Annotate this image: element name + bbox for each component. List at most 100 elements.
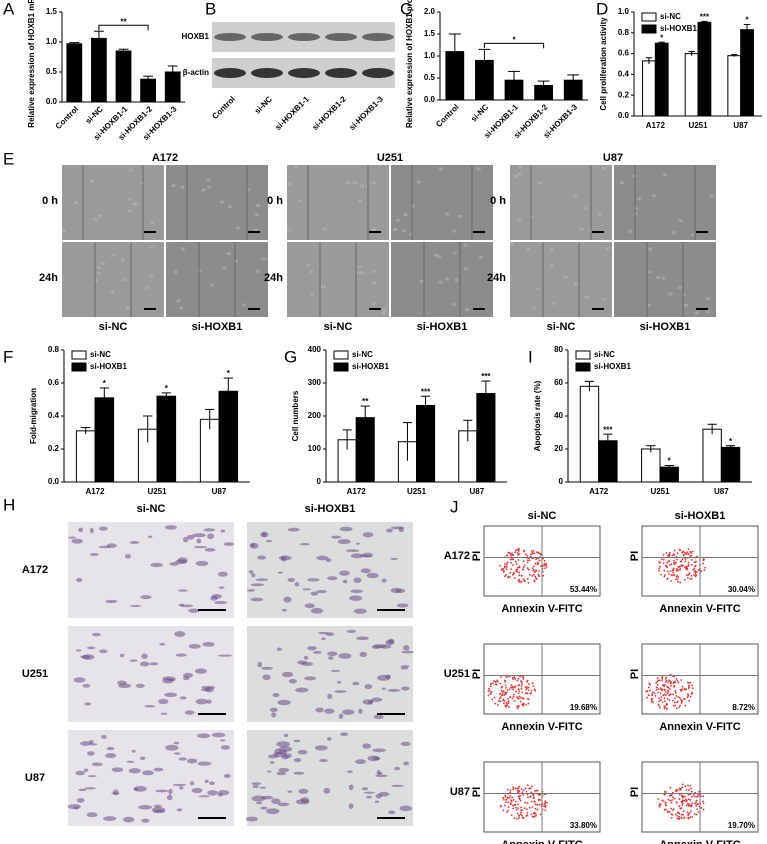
texture [254, 213, 259, 217]
event-dot [533, 800, 536, 803]
event-dot [544, 806, 547, 808]
stained-cell [339, 526, 353, 532]
x-tick-label: A172 [589, 487, 609, 496]
event-dot [688, 684, 690, 687]
event-dot [517, 791, 519, 794]
texture [97, 266, 102, 270]
event-dot [680, 564, 683, 566]
y-axis-label: PI [629, 551, 641, 561]
x-axis-label: Annexin V-FITC [501, 721, 582, 733]
stained-cell [99, 649, 108, 654]
event-dot [687, 552, 690, 555]
blot-band [251, 68, 283, 78]
event-dot [676, 814, 679, 817]
blot-band [288, 68, 320, 78]
stained-cell [68, 536, 77, 539]
blot-row-label: HOXB1 [181, 32, 209, 41]
stained-cell [307, 578, 320, 582]
texture [458, 214, 463, 218]
event-dot [675, 695, 678, 697]
x-axis-label: Annexin V-FITC [659, 839, 740, 844]
event-dot [516, 808, 518, 811]
event-dot [656, 677, 659, 679]
texture [353, 181, 358, 185]
texture [93, 217, 98, 221]
error-bar [478, 48, 491, 72]
event-dot [505, 554, 508, 557]
event-dot [509, 803, 512, 806]
event-dot [529, 553, 532, 556]
y-axis-label: PI [629, 669, 641, 679]
stained-cell [262, 674, 271, 681]
event-dot [503, 566, 506, 569]
event-dot [510, 684, 513, 686]
texture [127, 197, 132, 201]
event-dot [499, 692, 502, 695]
texture [705, 310, 710, 314]
texture [409, 232, 414, 236]
event-dot [518, 790, 521, 793]
event-dot [674, 697, 677, 700]
stained-cell [293, 771, 305, 775]
stained-cell [281, 755, 289, 760]
event-dot [534, 807, 537, 810]
event-dot [528, 559, 531, 562]
event-dot [524, 580, 526, 583]
y-axis-label: Cell proliferation activity [599, 17, 608, 111]
stained-cell [293, 739, 301, 743]
error-bar [118, 48, 129, 53]
panel-letter: J [450, 497, 459, 516]
y-tick-label: 20 [554, 444, 563, 453]
event-dot [528, 683, 530, 685]
event-dot [510, 558, 513, 560]
event-dot [689, 681, 692, 684]
stained-cell [248, 569, 254, 574]
event-dot [528, 574, 531, 576]
stained-cell [277, 571, 283, 574]
stained-cell [367, 755, 380, 762]
event-dot [507, 575, 510, 578]
texture [444, 277, 449, 281]
event-dot [670, 807, 673, 810]
event-dot [511, 573, 514, 576]
stained-cell [362, 552, 373, 558]
stained-cell [138, 804, 152, 810]
stained-cell [165, 744, 179, 751]
texture [371, 228, 376, 232]
stained-cell [295, 687, 309, 693]
texture [310, 292, 315, 296]
event-dot [505, 704, 508, 707]
event-dot [687, 813, 690, 816]
stained-cell [297, 660, 307, 665]
texture [536, 287, 541, 291]
stained-cell [92, 632, 101, 637]
stained-cell [75, 770, 86, 776]
stained-cell [255, 578, 269, 581]
event-dot [522, 678, 525, 680]
stained-cell [360, 568, 372, 574]
event-dot [664, 694, 667, 696]
stained-cell [353, 608, 367, 614]
legend-label: si-NC [352, 350, 373, 359]
texture [517, 172, 522, 176]
event-dot [681, 558, 684, 561]
stained-cell [87, 751, 95, 756]
error-bar [93, 30, 104, 46]
stained-cell [197, 761, 212, 766]
stained-cell [330, 669, 341, 672]
event-dot [503, 694, 506, 696]
event-dot [517, 795, 520, 798]
event-dot [673, 559, 675, 562]
event-dot [669, 685, 672, 687]
error-bar [567, 74, 580, 86]
y-tick-label: 1.0 [618, 7, 630, 16]
texture [438, 167, 443, 171]
stained-cell [204, 779, 209, 784]
texture [637, 196, 642, 200]
event-dot [529, 795, 532, 798]
texture [652, 194, 657, 198]
event-dot [538, 575, 540, 578]
cell-line-label: A172 [22, 564, 48, 576]
legend-label: si-HOXB1 [660, 24, 697, 33]
event-dot [487, 694, 490, 697]
